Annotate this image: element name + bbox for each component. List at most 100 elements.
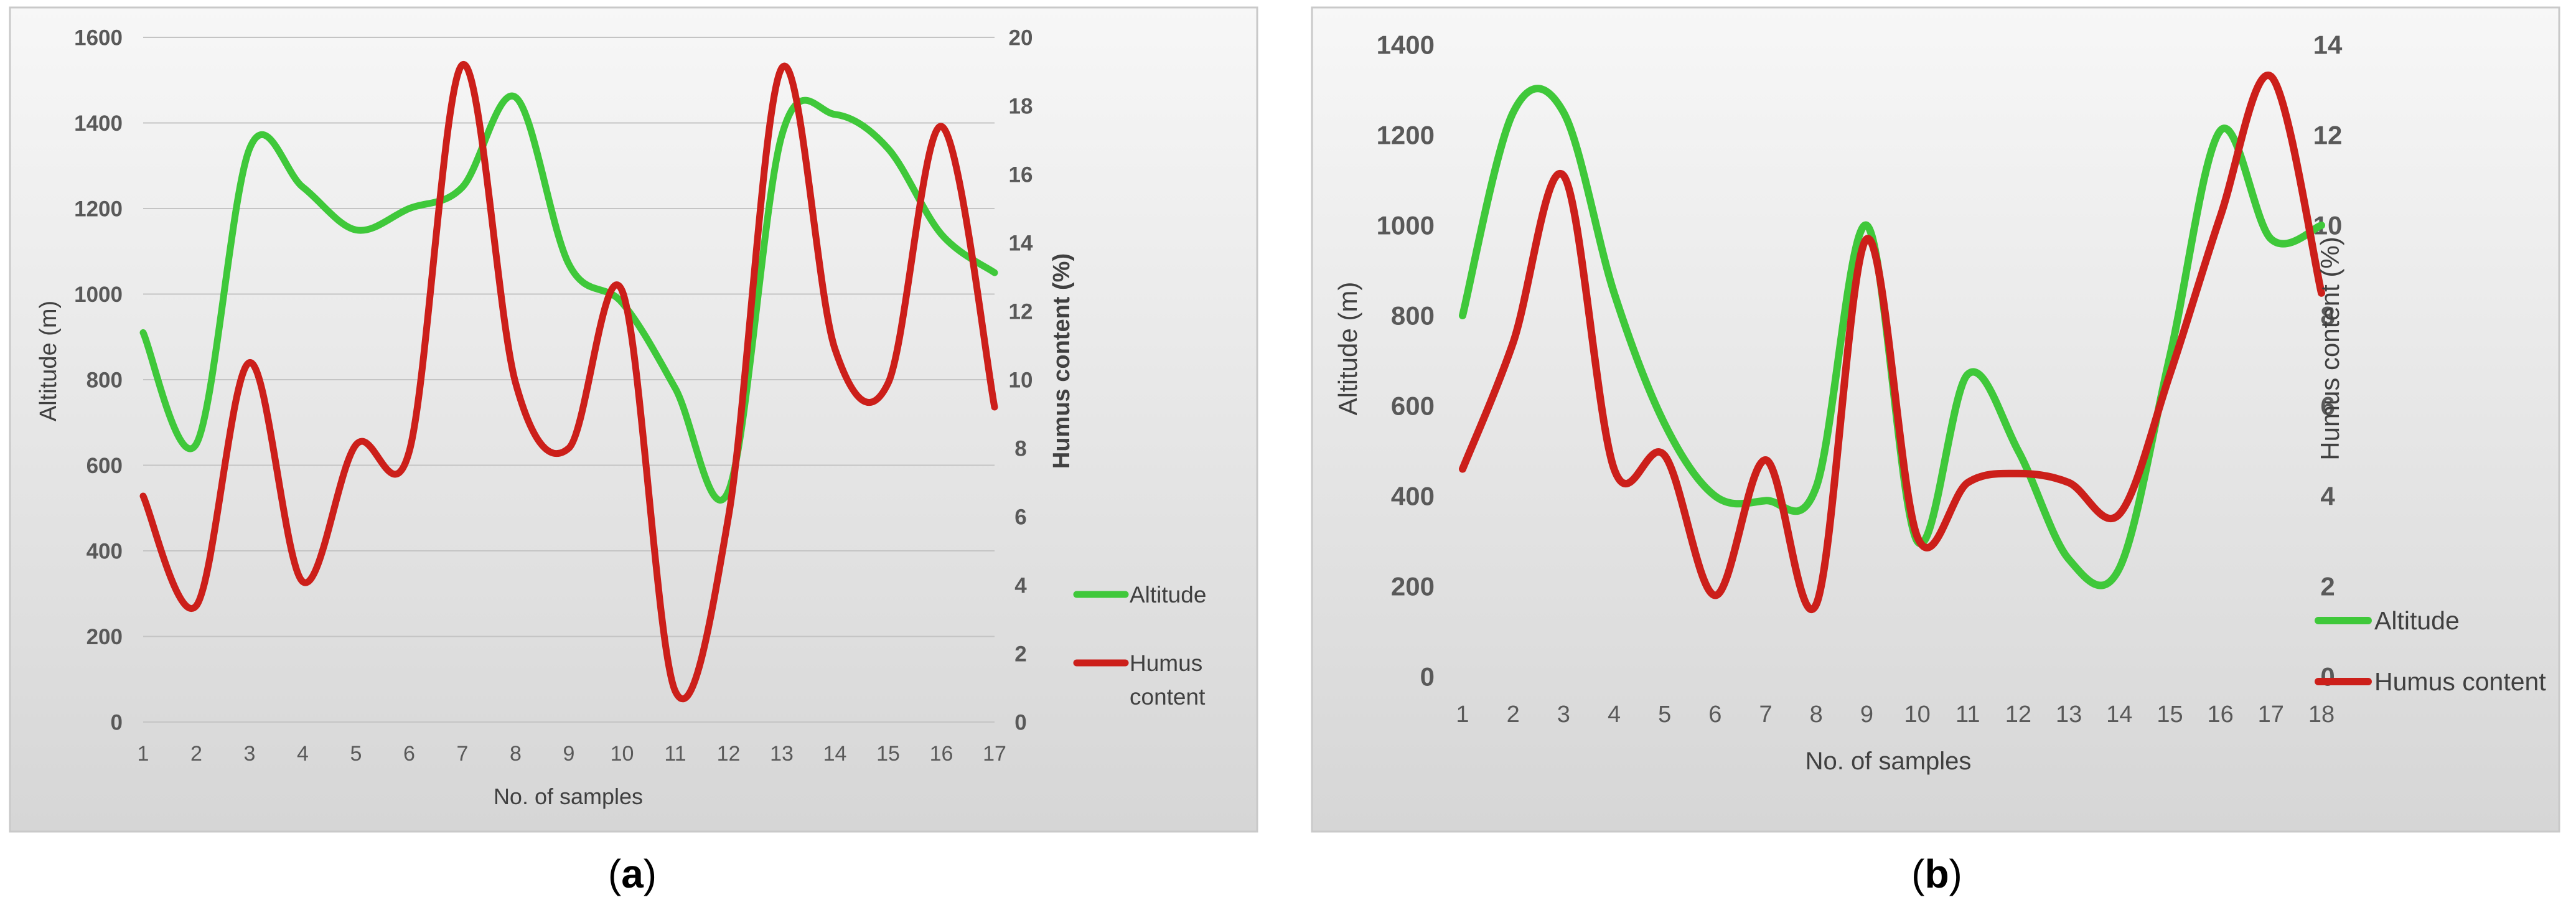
x-axis-tick-label: 17 bbox=[983, 742, 1006, 766]
x-axis-tick-label: 14 bbox=[823, 742, 847, 766]
x-axis-tick-label: 16 bbox=[2208, 701, 2234, 728]
x-axis-tick-label: 10 bbox=[611, 742, 634, 766]
panel-b-right-axis-label: Humus content (%) bbox=[2315, 237, 2344, 460]
right-axis-tick-label: 20 bbox=[1009, 26, 1033, 50]
panel-a-legend-humus-label-line2: content bbox=[1130, 684, 1206, 710]
x-axis-tick-label: 15 bbox=[2157, 701, 2183, 728]
data-point-altitude bbox=[1563, 112, 1564, 113]
left-axis-tick-label: 1600 bbox=[74, 26, 123, 50]
data-point-humus-content bbox=[1664, 455, 1665, 456]
data-point-humus-content bbox=[1866, 238, 1867, 240]
data-point-humus-content bbox=[1967, 482, 1969, 483]
left-axis-tick-label: 1400 bbox=[74, 111, 123, 136]
x-axis-tick-label: 2 bbox=[1507, 701, 1520, 728]
left-axis-tick-label: 200 bbox=[1391, 572, 1435, 601]
data-point-humus-content bbox=[675, 691, 676, 692]
right-axis-tick-label: 14 bbox=[2313, 30, 2343, 60]
panel-a-right-axis-ticks: 0 2 4 6 8 10 12 14 16 18 20 bbox=[1009, 26, 1033, 734]
data-point-altitude bbox=[728, 490, 729, 492]
x-axis-tick-label: 9 bbox=[563, 742, 575, 766]
x-axis-tick-label: 6 bbox=[1708, 701, 1721, 728]
data-point-altitude bbox=[941, 233, 942, 235]
right-axis-tick-label: 6 bbox=[2320, 392, 2335, 421]
panel-a-left-axis-label: Altitude (m) bbox=[35, 301, 62, 421]
data-point-altitude bbox=[1512, 112, 1514, 113]
right-axis-tick-label: 10 bbox=[1009, 368, 1033, 392]
left-axis-tick-label: 0 bbox=[1420, 662, 1435, 692]
left-axis-tick-label: 1200 bbox=[74, 197, 123, 221]
data-point-humus-content bbox=[2220, 216, 2221, 217]
data-point-altitude bbox=[2119, 568, 2120, 569]
data-point-humus-content bbox=[1512, 342, 1514, 343]
x-axis-tick-label: 9 bbox=[1860, 701, 1873, 728]
data-point-altitude bbox=[888, 148, 889, 149]
data-point-humus-content bbox=[409, 451, 410, 452]
data-point-altitude bbox=[2220, 130, 2221, 131]
x-axis-tick-label: 5 bbox=[1658, 701, 1671, 728]
x-axis-tick-label: 2 bbox=[190, 742, 202, 766]
data-point-humus-content bbox=[2119, 514, 2120, 515]
panel-a-x-axis-label: No. of samples bbox=[494, 784, 643, 809]
series-line-humus-content bbox=[139, 61, 998, 703]
panel-b-x-axis-ticks: 1 2 3 4 5 6 7 8 9 10 11 12 13 14 15 16 17 18 bbox=[1456, 701, 2335, 728]
x-axis-tick-label: 17 bbox=[2258, 701, 2284, 728]
data-point-altitude bbox=[143, 332, 144, 333]
x-axis-tick-label: 4 bbox=[1608, 701, 1621, 728]
data-point-altitude bbox=[1866, 225, 1867, 226]
data-point-altitude bbox=[1664, 423, 1665, 425]
data-point-humus-content bbox=[302, 581, 303, 582]
left-axis-tick-label: 800 bbox=[1391, 301, 1435, 331]
left-axis-tick-label: 200 bbox=[87, 625, 123, 649]
x-axis-tick-label: 11 bbox=[1955, 701, 1980, 728]
right-axis-tick-label: 2 bbox=[2320, 572, 2335, 601]
x-axis-tick-label: 13 bbox=[770, 742, 794, 766]
x-axis-tick-label: 7 bbox=[457, 742, 469, 766]
data-point-humus-content bbox=[355, 444, 357, 445]
x-axis-tick-label: 1 bbox=[1456, 701, 1469, 728]
right-axis-tick-label: 12 bbox=[2313, 121, 2343, 150]
panel-b-caption: (b) bbox=[1911, 851, 1962, 896]
left-axis-tick-label: 1000 bbox=[1377, 211, 1435, 240]
panel-a-x-axis-ticks: 1 2 3 4 5 6 7 8 9 10 11 12 13 14 15 16 17 bbox=[138, 742, 1006, 766]
panel-a-gridlines bbox=[143, 37, 995, 723]
data-point-altitude bbox=[1967, 373, 1969, 375]
x-axis-tick-label: 8 bbox=[510, 742, 522, 766]
x-axis-tick-label: 8 bbox=[1810, 701, 1823, 728]
right-axis-tick-label: 4 bbox=[1014, 573, 1027, 598]
data-point-humus-content bbox=[1815, 604, 1817, 605]
x-axis-tick-label: 5 bbox=[350, 742, 362, 766]
panel-a-legend-humus-label: Humus bbox=[1130, 650, 1202, 676]
x-axis-tick-label: 1 bbox=[138, 742, 149, 766]
panel-b-legend-humus-label: Humus content bbox=[2374, 667, 2546, 696]
right-axis-tick-label: 6 bbox=[1014, 505, 1026, 529]
left-axis-tick-label: 1000 bbox=[74, 283, 123, 307]
left-axis-tick-label: 1400 bbox=[1377, 30, 1435, 60]
right-axis-tick-label: 14 bbox=[1009, 231, 1033, 255]
panel-b-left-axis-ticks: 0 200 400 600 800 1000 1200 1400 bbox=[1377, 30, 1435, 692]
panel-a-legend: Altitude Humus content bbox=[1073, 582, 1206, 710]
series-line-humus-content bbox=[1459, 71, 2325, 613]
panel-a-series bbox=[139, 61, 998, 703]
x-axis-tick-label: 18 bbox=[2308, 701, 2335, 728]
right-axis-tick-label: 8 bbox=[2320, 301, 2335, 331]
data-point-altitude bbox=[2321, 225, 2322, 226]
left-axis-tick-label: 1200 bbox=[1377, 121, 1435, 150]
x-axis-tick-label: 14 bbox=[2106, 701, 2132, 728]
right-axis-tick-label: 2 bbox=[1014, 642, 1026, 666]
panel-b-legend: Altitude Humus content bbox=[2315, 606, 2546, 696]
left-axis-tick-label: 400 bbox=[1391, 482, 1435, 511]
x-axis-tick-label: 16 bbox=[930, 742, 953, 766]
data-point-altitude bbox=[515, 96, 516, 98]
panel-a-legend-altitude-label: Altitude bbox=[1130, 582, 1206, 607]
left-axis-tick-label: 600 bbox=[87, 454, 123, 478]
x-axis-tick-label: 3 bbox=[1557, 701, 1570, 728]
data-point-humus-content bbox=[2270, 76, 2272, 77]
panel-a-left-axis-ticks: 0 200 400 600 800 1000 1200 1400 1600 bbox=[74, 26, 123, 734]
panel-b-legend-altitude-label: Altitude bbox=[2374, 606, 2460, 635]
panel-a-background bbox=[9, 6, 1258, 833]
right-axis-tick-label: 4 bbox=[2320, 482, 2335, 511]
x-axis-tick-label: 11 bbox=[664, 742, 686, 766]
